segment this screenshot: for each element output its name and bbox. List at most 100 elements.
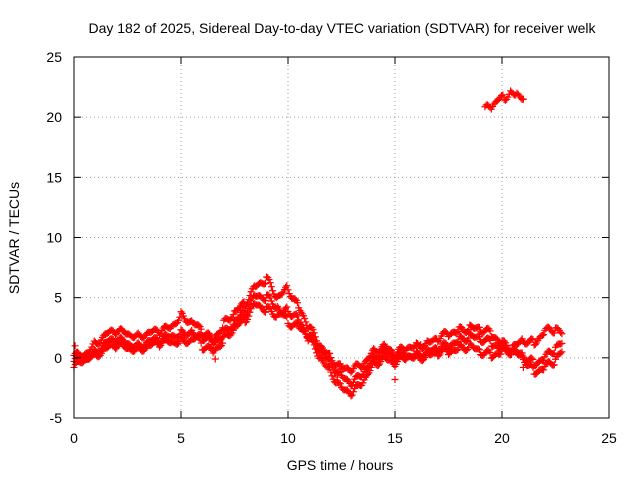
data-point bbox=[540, 356, 548, 364]
data-point bbox=[454, 327, 462, 335]
data-point bbox=[247, 288, 255, 296]
data-point bbox=[497, 350, 505, 358]
data-point bbox=[550, 361, 558, 369]
data-point bbox=[486, 336, 494, 344]
data-point bbox=[234, 321, 242, 329]
data-point bbox=[349, 388, 357, 396]
data-point bbox=[175, 316, 183, 324]
data-point bbox=[442, 346, 450, 354]
data-point bbox=[558, 330, 566, 338]
data-point bbox=[311, 339, 319, 347]
data-point bbox=[328, 363, 336, 371]
data-point bbox=[557, 328, 565, 336]
data-point bbox=[498, 92, 506, 100]
data-point bbox=[486, 349, 494, 357]
data-point bbox=[348, 391, 356, 399]
y-tick-label: 10 bbox=[46, 230, 62, 246]
data-point bbox=[195, 321, 203, 329]
data-point bbox=[294, 299, 302, 307]
data-point bbox=[284, 286, 292, 294]
data-point bbox=[531, 341, 539, 349]
data-points bbox=[70, 87, 566, 400]
data-point bbox=[246, 301, 254, 309]
data-point bbox=[333, 373, 341, 381]
data-point bbox=[261, 308, 269, 316]
data-point bbox=[206, 343, 214, 351]
data-point bbox=[309, 326, 317, 334]
data-point bbox=[528, 335, 536, 343]
data-point bbox=[387, 351, 395, 359]
data-point bbox=[475, 323, 483, 331]
data-point bbox=[335, 379, 343, 387]
data-point bbox=[335, 367, 343, 375]
data-point bbox=[177, 308, 185, 316]
data-point bbox=[540, 331, 548, 339]
data-point bbox=[475, 346, 483, 354]
data-point bbox=[267, 297, 275, 305]
y-tick-label: 15 bbox=[46, 169, 62, 185]
data-point bbox=[465, 334, 473, 342]
data-point bbox=[347, 368, 355, 376]
data-point bbox=[266, 294, 274, 302]
data-point bbox=[244, 308, 252, 316]
data-point bbox=[219, 333, 227, 341]
data-point bbox=[518, 349, 526, 357]
data-point bbox=[266, 279, 274, 287]
data-point bbox=[549, 350, 557, 358]
data-point bbox=[260, 308, 268, 316]
data-point bbox=[485, 347, 493, 355]
data-point bbox=[374, 355, 382, 363]
data-point bbox=[244, 316, 252, 324]
data-point bbox=[291, 295, 299, 303]
data-point bbox=[508, 350, 516, 358]
data-point bbox=[435, 352, 443, 360]
data-point bbox=[71, 342, 79, 350]
data-point bbox=[294, 312, 302, 320]
data-point bbox=[326, 355, 334, 363]
y-tick-label: 20 bbox=[46, 109, 62, 125]
data-point bbox=[282, 312, 290, 320]
data-point bbox=[261, 297, 269, 305]
data-point bbox=[178, 327, 186, 335]
data-point bbox=[156, 343, 164, 351]
data-point bbox=[297, 308, 305, 316]
data-point bbox=[216, 343, 224, 351]
y-axis-label: SDTVAR / TECUs bbox=[6, 182, 22, 294]
x-tick-label: 15 bbox=[387, 430, 403, 446]
data-point bbox=[336, 380, 344, 388]
data-point bbox=[245, 305, 253, 313]
data-point bbox=[506, 351, 514, 359]
data-point bbox=[528, 354, 536, 362]
data-point bbox=[229, 320, 237, 328]
data-point bbox=[283, 303, 291, 311]
y-tick-label: 5 bbox=[54, 290, 62, 306]
y-tick-label: 0 bbox=[54, 350, 62, 366]
data-point bbox=[558, 348, 566, 356]
data-point bbox=[519, 95, 527, 103]
data-point bbox=[486, 327, 494, 335]
data-point bbox=[273, 302, 281, 310]
data-point bbox=[453, 347, 461, 355]
data-point bbox=[458, 324, 466, 332]
data-point bbox=[326, 349, 334, 357]
data-point bbox=[475, 333, 483, 341]
data-point bbox=[453, 328, 461, 336]
data-point bbox=[540, 366, 548, 374]
data-point bbox=[474, 345, 482, 353]
data-point bbox=[229, 311, 237, 319]
grid-lines bbox=[74, 57, 609, 418]
data-point bbox=[308, 331, 316, 339]
data-point bbox=[283, 282, 291, 290]
data-point bbox=[292, 319, 300, 327]
data-point bbox=[260, 280, 268, 288]
data-point bbox=[400, 349, 408, 357]
data-point bbox=[454, 345, 462, 353]
data-point bbox=[257, 302, 265, 310]
data-point bbox=[391, 356, 399, 364]
data-point bbox=[374, 361, 382, 369]
data-point bbox=[529, 355, 537, 363]
data-point bbox=[267, 283, 275, 291]
data-point bbox=[197, 325, 205, 333]
data-point bbox=[211, 355, 219, 363]
